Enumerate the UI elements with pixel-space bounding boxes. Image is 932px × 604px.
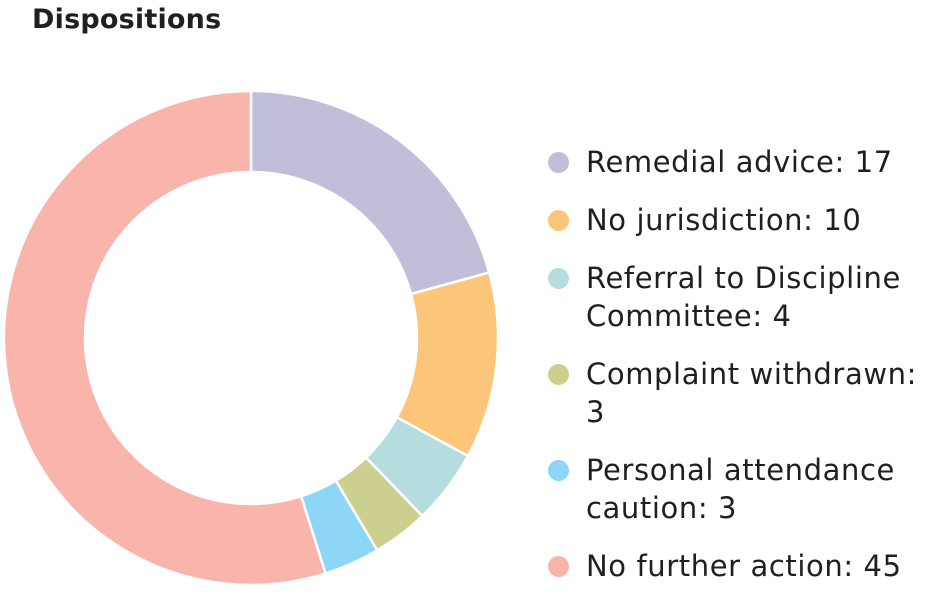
legend-label-line: Personal attendance xyxy=(586,453,895,487)
legend-item: No further action: 45 xyxy=(548,547,928,585)
donut-slice-5 xyxy=(2,89,328,587)
legend-label: Complaint withdrawn: 3 xyxy=(586,355,928,431)
legend-label: Remedial advice: 17 xyxy=(586,143,928,181)
legend-item: Personal attendance caution: 3 xyxy=(548,451,928,527)
donut-slice-0 xyxy=(249,89,491,296)
legend-item: No jurisdiction: 10 xyxy=(548,201,928,239)
legend-label: Personal attendance caution: 3 xyxy=(586,451,928,527)
legend-swatch xyxy=(548,364,569,385)
legend-swatch xyxy=(548,556,569,577)
chart-legend: Remedial advice: 17 No jurisdiction: 10 Re… xyxy=(548,143,928,585)
legend-item: Remedial advice: 17 xyxy=(548,143,928,181)
legend-label-line: Remedial advice: 17 xyxy=(586,145,893,179)
chart-title: Dispositions xyxy=(32,4,222,35)
legend-label-line: Complaint withdrawn: 3 xyxy=(586,357,917,429)
legend-label: No jurisdiction: 10 xyxy=(586,201,928,239)
legend-label-line: Committee: 4 xyxy=(586,299,792,333)
legend-swatch xyxy=(548,210,569,231)
legend-label-line: No further action: 45 xyxy=(586,549,902,583)
legend-swatch xyxy=(548,152,569,173)
legend-label: No further action: 45 xyxy=(586,547,928,585)
legend-swatch xyxy=(548,460,569,481)
legend-item: Referral to Discipline Committee: 4 xyxy=(548,259,928,335)
legend-label-line: No jurisdiction: 10 xyxy=(586,203,862,237)
legend-label: Referral to Discipline Committee: 4 xyxy=(586,259,928,335)
legend-label-line: Referral to Discipline xyxy=(586,261,901,295)
legend-swatch xyxy=(548,268,569,289)
donut-chart xyxy=(2,89,500,587)
legend-label-line: caution: 3 xyxy=(586,491,738,525)
legend-item: Complaint withdrawn: 3 xyxy=(548,355,928,431)
